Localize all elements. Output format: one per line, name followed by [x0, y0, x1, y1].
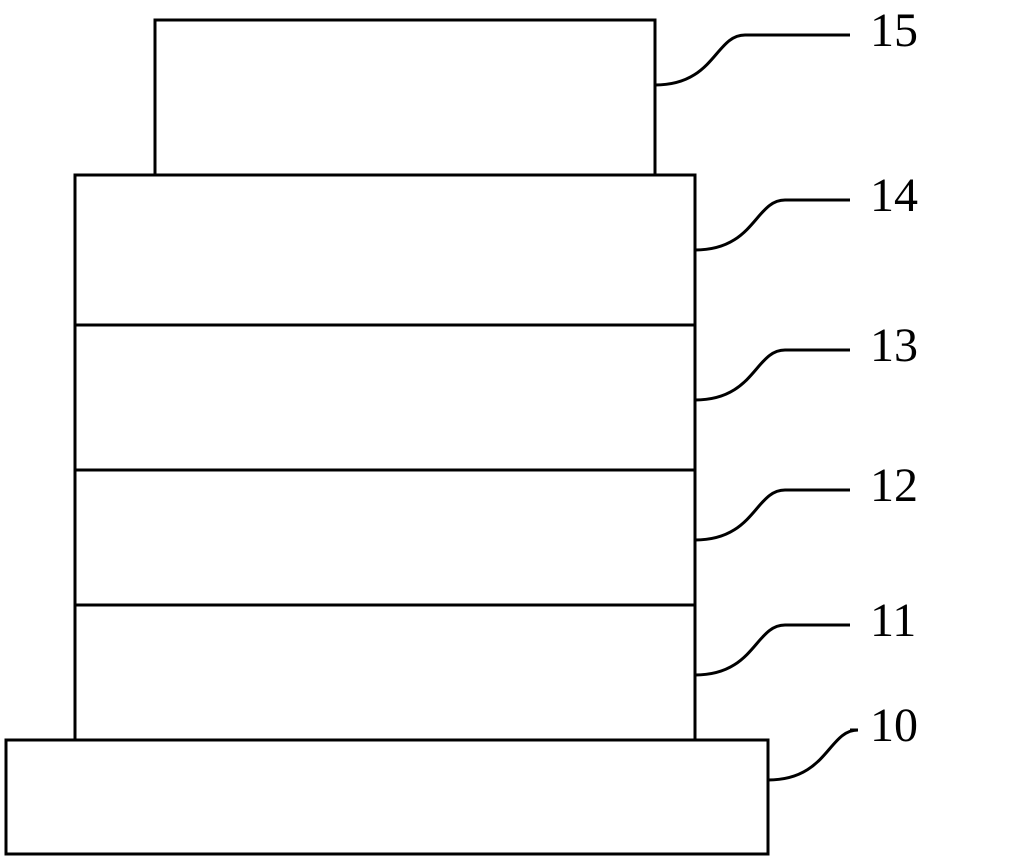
layer-15-leader — [655, 35, 850, 85]
layer-14-label: 14 — [870, 169, 918, 222]
layer-15 — [155, 20, 655, 175]
layer-13 — [75, 325, 695, 470]
layer-12 — [75, 470, 695, 605]
layer-13-label: 13 — [870, 319, 918, 372]
layer-stack-diagram: 10 11 12 13 14 15 — [0, 0, 1025, 861]
layer-13-leader — [695, 350, 850, 400]
layer-10-leader — [768, 730, 858, 780]
layer-14-leader — [695, 200, 850, 250]
layer-10 — [6, 740, 768, 854]
layer-14 — [75, 175, 695, 325]
layer-10-label: 10 — [870, 699, 918, 752]
layer-15-label: 15 — [870, 4, 918, 57]
layer-11-label: 11 — [870, 594, 916, 647]
layer-11-leader — [695, 625, 850, 675]
layer-12-label: 12 — [870, 459, 918, 512]
layer-12-leader — [695, 490, 850, 540]
layer-11 — [75, 605, 695, 740]
